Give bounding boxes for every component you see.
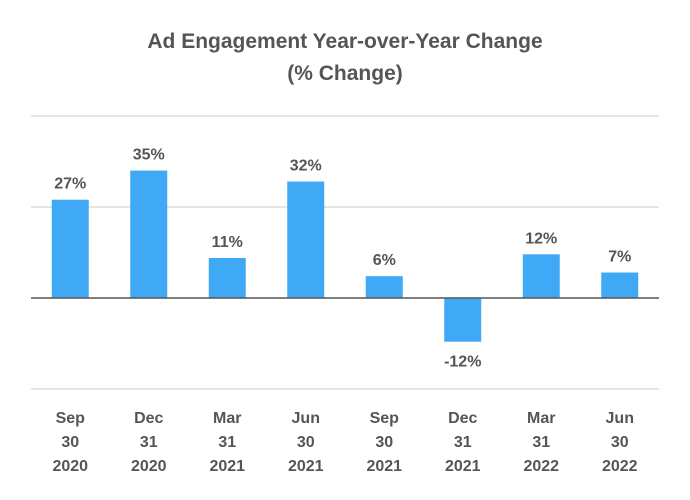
x-tick-label: Mar [527,410,555,427]
bar [208,257,246,298]
gridlines [31,115,659,390]
x-tick-label: Dec [134,410,163,427]
x-tick-label: 2021 [288,458,324,475]
x-tick-label: 30 [375,434,393,451]
bar [130,170,168,298]
data-label: -12% [444,354,481,371]
x-tick-label: 31 [140,434,158,451]
x-tick-label: 2021 [209,458,245,475]
data-label: 35% [133,147,165,164]
bar [522,254,560,298]
x-tick-label: Mar [213,410,241,427]
chart-subtitle: (% Change) [287,62,403,85]
data-labels: 27% 35% 11% 32% 6% -12% 12% 7% [54,147,631,371]
bar [287,181,325,298]
x-tick-label: 30 [611,434,629,451]
data-label: 7% [608,249,631,266]
x-tick-label: 30 [61,434,79,451]
x-tick-label: Sep [56,410,86,427]
bar [444,298,482,342]
data-label: 27% [54,176,86,193]
data-label: 11% [212,234,243,251]
x-tick-label: 2022 [523,458,559,475]
x-tick-label: Dec [448,410,477,427]
x-axis-labels: Sep 30 2020 Dec 31 2020 Mar 31 2021 Jun 30 2021 Sep 3… [52,410,637,475]
x-tick-label: 2022 [602,458,638,475]
x-tick-label: 2020 [131,458,167,475]
x-tick-label: Jun [292,410,320,427]
x-tick-label: 31 [454,434,472,451]
x-tick-label: 30 [297,434,315,451]
x-tick-label: 2020 [52,458,88,475]
x-tick-label: 31 [532,434,550,451]
bars [51,170,639,342]
x-tick-label: Sep [370,410,400,427]
x-tick-label: 2021 [366,458,402,475]
x-tick-label: 31 [218,434,236,451]
data-label: 12% [525,230,557,247]
data-label: 32% [290,158,322,175]
bar [51,199,89,298]
x-tick-label: Jun [606,410,634,427]
chart-title: Ad Engagement Year-over-Year Change [147,30,542,53]
data-label: 6% [373,252,396,269]
bar [365,276,403,298]
x-tick-label: 2021 [445,458,481,475]
bar [601,272,639,298]
